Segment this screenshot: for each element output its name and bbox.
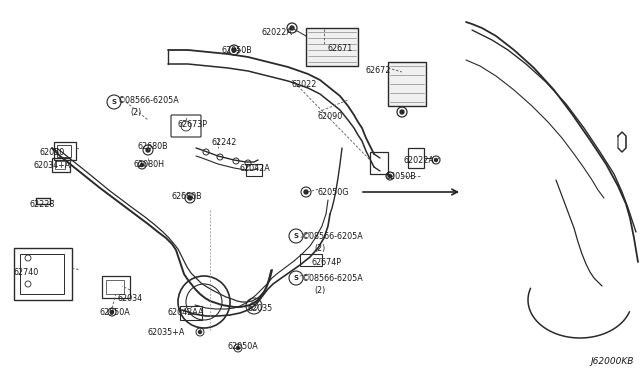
Bar [20,254,64,294]
Text: 62042A: 62042A [240,164,271,173]
Bar [55,161,65,169]
Bar [306,28,358,66]
Text: (2): (2) [314,244,325,253]
Bar [14,248,72,300]
Text: 62035: 62035 [248,304,273,313]
Bar [57,145,71,157]
Text: 62680B: 62680B [138,142,168,151]
Text: S: S [294,233,298,239]
Text: S: S [294,275,298,281]
Text: 62050: 62050 [40,148,65,157]
Circle shape [111,311,113,314]
Circle shape [188,196,192,200]
Text: 62740: 62740 [14,268,39,277]
Text: 62673P: 62673P [178,120,208,129]
Text: 62034+A: 62034+A [34,161,71,170]
Text: 62050B: 62050B [385,172,416,181]
Text: 62080H: 62080H [134,160,165,169]
Circle shape [141,164,143,167]
Text: 62022: 62022 [292,80,317,89]
Text: 62674P: 62674P [312,258,342,267]
Text: 62035+A: 62035+A [148,328,186,337]
Text: 62050B: 62050B [222,46,253,55]
Text: J62000KB: J62000KB [591,357,634,366]
Circle shape [388,174,392,177]
Bar [408,148,424,168]
Text: 62672: 62672 [365,66,390,75]
Circle shape [198,330,202,334]
Text: 62090: 62090 [318,112,343,121]
Bar [388,62,426,106]
Text: 62242: 62242 [212,138,237,147]
Circle shape [400,110,404,114]
Bar [54,142,76,160]
Text: ©08566-6205A: ©08566-6205A [302,232,364,241]
Text: 62034: 62034 [118,294,143,303]
Bar [370,152,388,174]
Text: S: S [111,99,116,105]
Text: ©08566-6205A: ©08566-6205A [302,274,364,283]
Bar [300,254,322,266]
Circle shape [237,346,239,350]
Text: (2): (2) [130,108,141,117]
Circle shape [146,148,150,152]
Circle shape [304,190,308,194]
Text: 62050G: 62050G [318,188,349,197]
Bar [106,280,124,294]
Text: (2): (2) [314,286,325,295]
Text: 62228: 62228 [30,200,56,209]
Circle shape [290,26,294,30]
Text: 62050A: 62050A [228,342,259,351]
Bar [102,276,130,298]
Text: 62671: 62671 [328,44,353,53]
Text: ©08566-6205A: ©08566-6205A [118,96,180,105]
Text: 62022A: 62022A [262,28,293,37]
Text: 62680B: 62680B [172,192,203,201]
Bar [52,158,70,172]
Bar [246,164,262,176]
Text: 62050A: 62050A [100,308,131,317]
Bar [180,306,202,320]
Circle shape [232,48,236,52]
Text: 62042AA: 62042AA [168,308,205,317]
Text: 62022A: 62022A [404,156,435,165]
Circle shape [435,158,438,161]
